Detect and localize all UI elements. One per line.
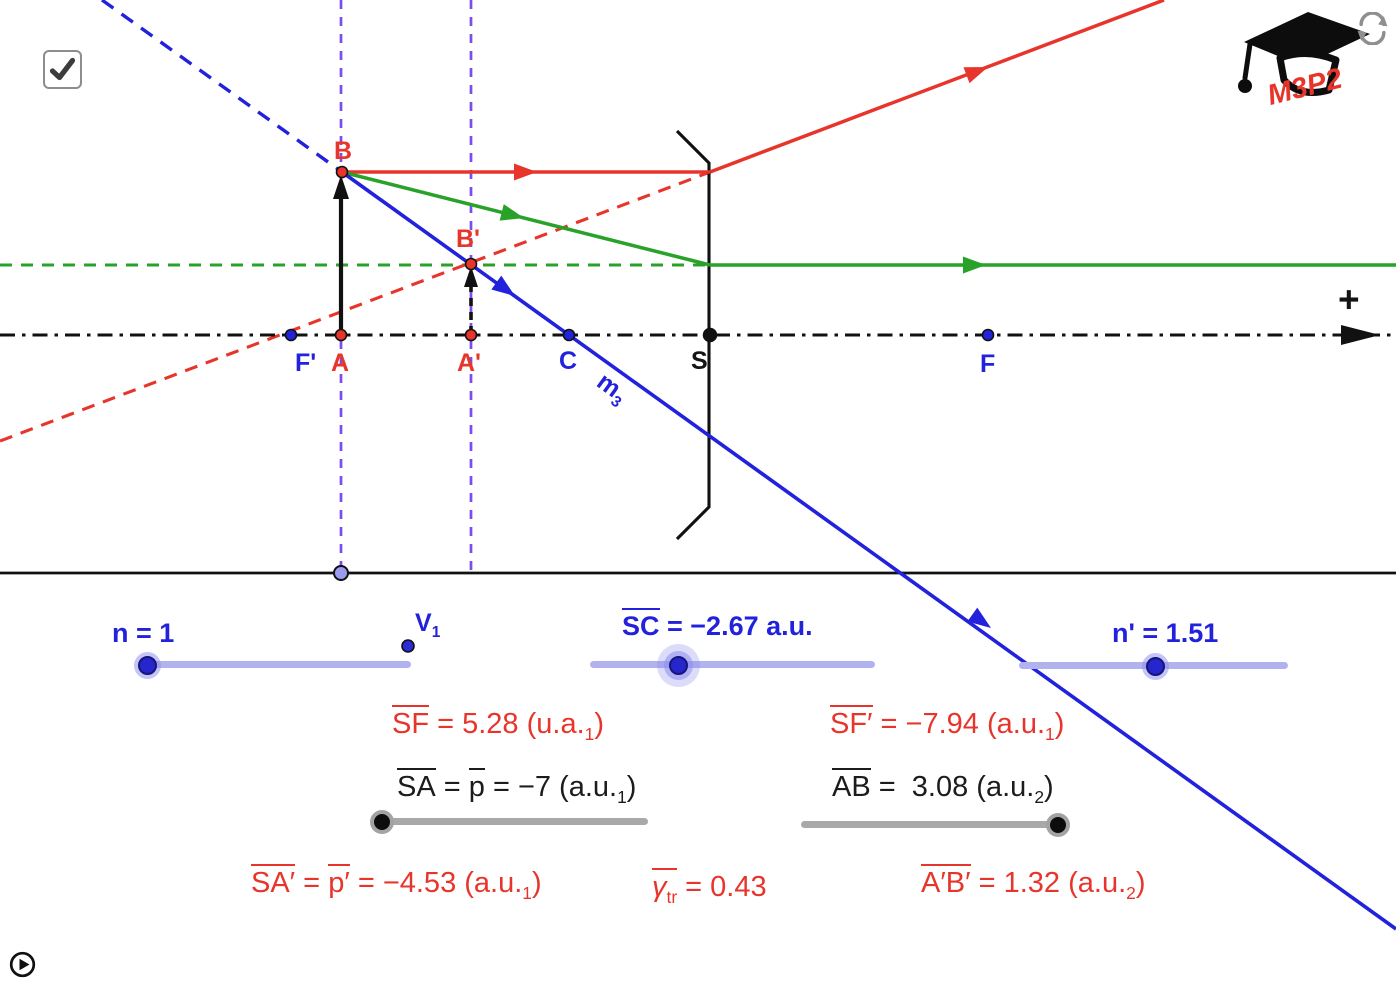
animation-play-button[interactable] (9, 951, 36, 978)
label-A: A (331, 349, 350, 377)
slider-n-handle[interactable] (138, 656, 157, 675)
positive-direction-sign: + (1338, 279, 1360, 320)
point-F (981, 328, 995, 342)
measurement-SF-prime: SF′ = −7.94 (a.u.1) (830, 705, 1064, 744)
measurement-SF: SF = 5.28 (u.a.1) (392, 705, 604, 744)
red-ray-arrowhead-icon (514, 163, 537, 181)
point-S[interactable] (702, 327, 718, 343)
slider-SA-track[interactable] (380, 818, 648, 825)
red-refracted-ray (709, 0, 1165, 174)
red-ray-arrowhead-icon (963, 67, 988, 84)
label-F-prime: F' (295, 349, 317, 377)
blue-ray-arrowhead-icon (491, 275, 515, 296)
label-V1: V1 (415, 609, 441, 641)
slider-SC-handle[interactable] (669, 656, 688, 675)
label-B-prime: B' (456, 225, 480, 253)
ground-point[interactable] (333, 565, 349, 581)
object-arrowhead-icon (333, 175, 349, 199)
blue-ray-extension-dashed (101, 0, 343, 174)
slider-n-prime-handle[interactable] (1146, 657, 1165, 676)
measurement-AB: AB = 3.08 (a.u.2) (832, 768, 1054, 807)
blue-ray-arrowhead-icon (967, 607, 991, 628)
slider-AB-handle[interactable] (1046, 813, 1070, 837)
blue-ray (340, 170, 1396, 931)
green-ray-arrowhead-icon (963, 256, 986, 274)
slider-n-prime-label: n' = 1.51 (1112, 618, 1219, 648)
slider-SC-label: SC = −2.67 a.u. (622, 608, 813, 640)
red-ray-extension-dashed (0, 170, 711, 443)
slider-SA-handle[interactable] (370, 810, 394, 834)
animation-checkbox[interactable] (43, 50, 82, 89)
checkmark-icon (49, 57, 76, 81)
measurement-gamma-tr: γtr = 0.43 (652, 868, 767, 906)
point-A-prime (464, 328, 478, 342)
play-icon (9, 951, 36, 978)
label-S: S (691, 347, 708, 375)
point-V1[interactable] (401, 639, 415, 653)
green-incident-ray (341, 170, 711, 267)
label-B: B (334, 137, 353, 165)
m3p2-logo: M3P2 (1236, 6, 1376, 112)
label-C: C (559, 347, 578, 375)
slider-SC-track[interactable] (590, 661, 875, 668)
axis-arrowhead-icon (1341, 325, 1380, 345)
slider-AB-track[interactable] (801, 821, 1062, 828)
label-A-prime: A' (457, 349, 481, 377)
point-B-prime (464, 257, 478, 271)
green-ray-arrowhead-icon (499, 204, 524, 221)
refresh-icon (1357, 11, 1388, 46)
refresh-button[interactable] (1356, 11, 1389, 46)
graduation-cap-icon: M3P2 (1238, 12, 1370, 112)
slider-n-track[interactable] (145, 661, 411, 668)
measurement-SA: SA = p = −7 (a.u.1) (397, 768, 636, 807)
measurement-SA-prime: SA′ = p′ = −4.53 (a.u.1) (251, 864, 542, 903)
image-arrowhead-icon (464, 266, 478, 287)
point-F-prime (284, 328, 298, 342)
measurement-A-prime-B-prime: A′B′ = 1.32 (a.u.2) (921, 864, 1145, 903)
label-F: F (980, 350, 996, 378)
point-B[interactable] (335, 165, 349, 179)
point-A[interactable] (334, 328, 348, 342)
slider-n-label: n = 1 (112, 618, 175, 648)
point-C[interactable] (562, 328, 576, 342)
